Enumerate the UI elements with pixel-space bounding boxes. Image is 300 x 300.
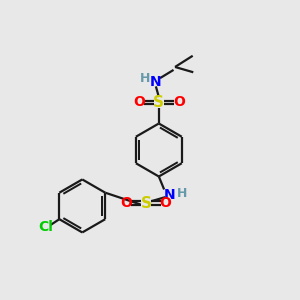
Text: H: H xyxy=(140,72,150,85)
Text: O: O xyxy=(133,95,145,109)
Text: O: O xyxy=(173,95,185,109)
Text: S: S xyxy=(140,196,152,211)
Text: N: N xyxy=(164,188,176,202)
Text: Cl: Cl xyxy=(38,220,53,234)
Text: N: N xyxy=(150,75,162,89)
Text: S: S xyxy=(153,95,164,110)
Text: O: O xyxy=(121,196,132,210)
Text: O: O xyxy=(159,196,171,210)
Text: H: H xyxy=(177,187,188,200)
